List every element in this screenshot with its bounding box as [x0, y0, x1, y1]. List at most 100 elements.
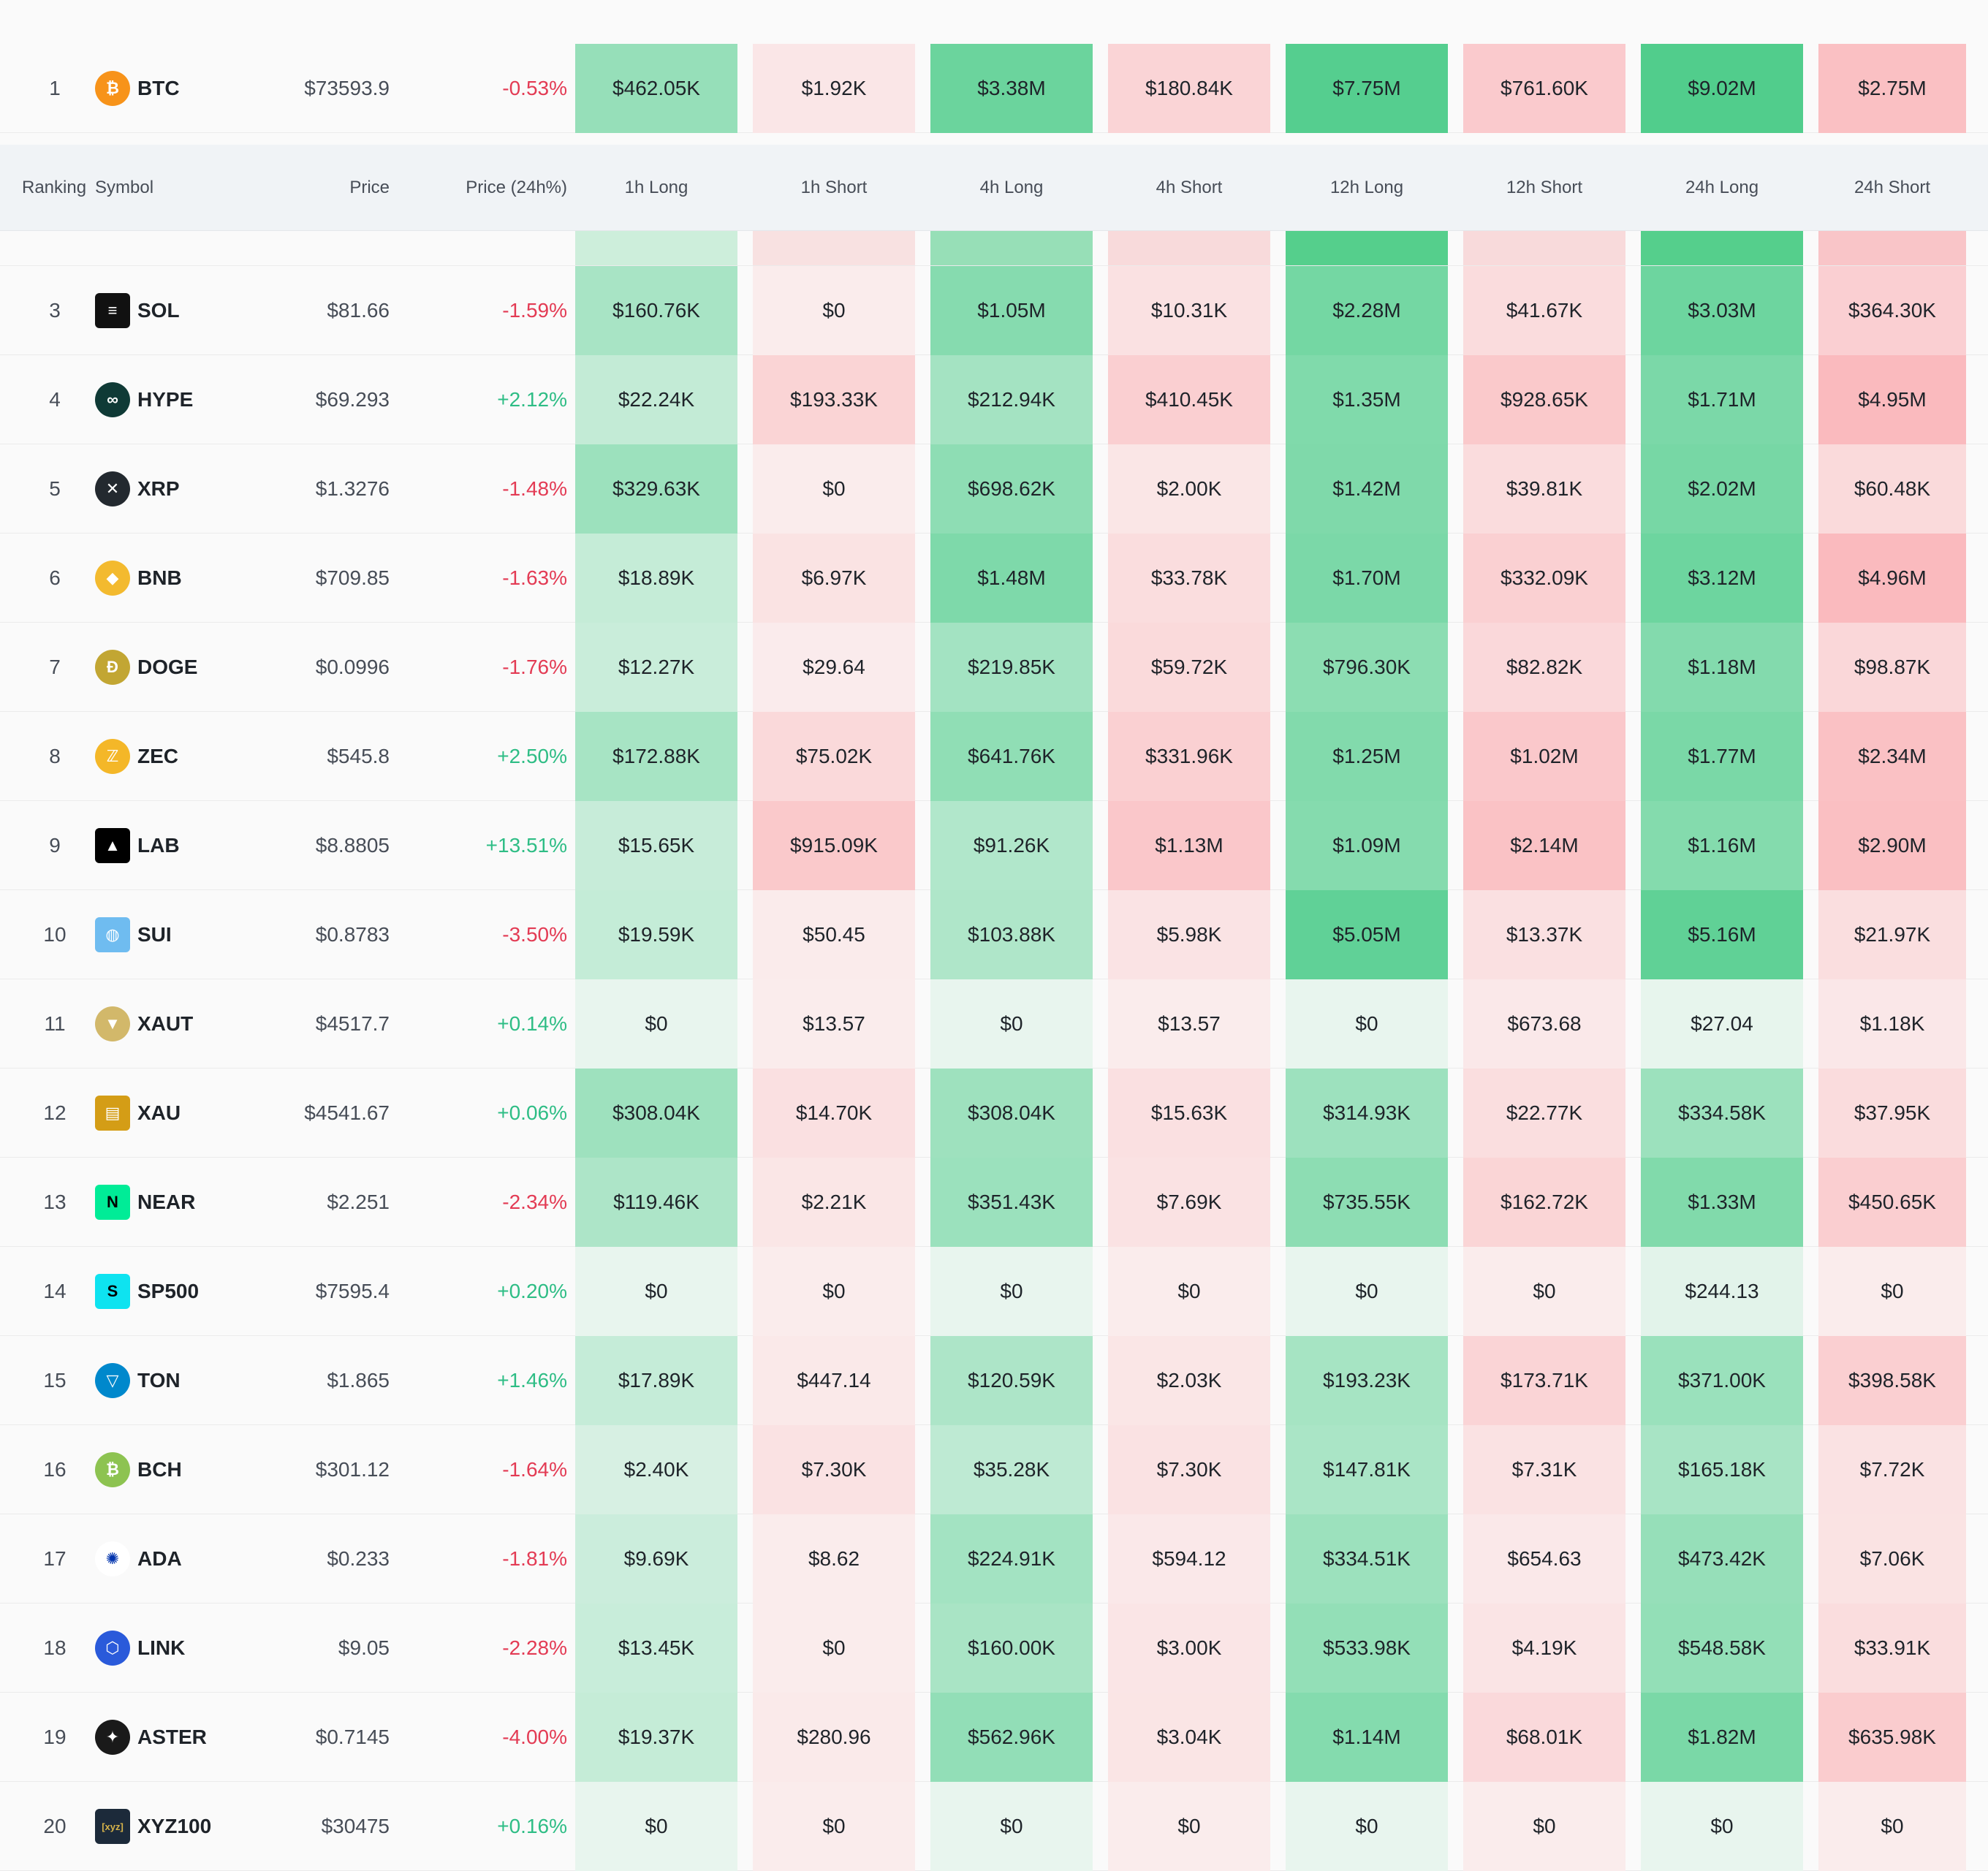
partial-cell [1641, 231, 1803, 265]
price-cell: $8.8805 [315, 834, 390, 857]
header-12h-long[interactable]: 12h Long [1329, 178, 1404, 197]
symbol-cell[interactable]: ◆ BNB [95, 534, 278, 623]
symbol-cell[interactable]: ∞ HYPE [95, 355, 278, 444]
table-row[interactable]: $19.37K $280.96 $562.96K $3.04K $1.14M $68.01… [0, 1693, 1988, 1782]
table-row[interactable]: $15.65K $915.09K $91.26K $1.13M $1.09M $2.14M… [0, 801, 1988, 890]
cell-24h-long: $334.58K [1641, 1069, 1803, 1158]
symbol-cell[interactable]: ₿ BTC [95, 44, 278, 133]
cell-24h-short: $2.75M [1818, 44, 1966, 133]
cell-12h-short: $654.63 [1463, 1514, 1625, 1604]
partial-cell [575, 231, 737, 265]
price-cell: $301.12 [315, 1458, 390, 1481]
table-row[interactable]: $2.40K $7.30K $35.28K $7.30K $147.81K $7.31K $… [0, 1425, 1988, 1514]
symbol-cell[interactable]: ◍ SUI [95, 890, 278, 979]
cell-12h-short: $673.68 [1463, 979, 1625, 1069]
table-row[interactable]: $160.76K $0 $1.05M $10.31K $2.28M $41.67K $3.0… [0, 266, 1988, 355]
cell-12h-long: $1.09M [1286, 801, 1448, 890]
table-row[interactable]: $462.05K $1.92K $3.38M $180.84K $7.75M $761.6… [0, 44, 1988, 133]
cell-12h-long: $314.93K [1286, 1069, 1448, 1158]
cell-4h-long: $1.05M [930, 266, 1093, 355]
cell-24h-short: $450.65K [1818, 1158, 1966, 1247]
sui-logo-icon: ◍ [95, 917, 130, 952]
partial-cell [930, 231, 1093, 265]
header-price[interactable]: Price [349, 178, 390, 197]
price-cell: $81.66 [327, 299, 390, 322]
table-row[interactable]: $308.04K $14.70K $308.04K $15.63K $314.93K $2… [0, 1069, 1988, 1158]
cell-24h-long: $3.03M [1641, 266, 1803, 355]
symbol-cell[interactable]: ▲ LAB [95, 801, 278, 890]
symbol-cell[interactable]: ≡ SOL [95, 266, 278, 355]
cell-24h-short: $364.30K [1818, 266, 1966, 355]
table-row[interactable]: $13.45K $0 $160.00K $3.00K $533.98K $4.19K $54… [0, 1604, 1988, 1693]
cell-1h-long: $119.46K [575, 1158, 737, 1247]
partial-cell [1818, 231, 1966, 265]
table-header: Ranking Symbol Price Price (24h%) 1h Lon… [0, 145, 1988, 231]
cell-1h-long: $0 [575, 1247, 737, 1336]
cell-24h-long: $1.82M [1641, 1693, 1803, 1782]
symbol-cell[interactable]: ℤ ZEC [95, 712, 278, 801]
header-24h-short[interactable]: 24h Short [1854, 178, 1931, 197]
cell-12h-short: $173.71K [1463, 1336, 1625, 1425]
cell-12h-short: $2.14M [1463, 801, 1625, 890]
header-symbol[interactable]: Symbol [95, 178, 154, 197]
symbol-label: XRP [137, 477, 180, 500]
symbol-cell[interactable]: ✕ XRP [95, 444, 278, 534]
table-row[interactable]: $18.89K $6.97K $1.48M $33.78K $1.70M $332.09K… [0, 534, 1988, 623]
header-4h-long[interactable]: 4h Long [979, 178, 1044, 197]
table-row[interactable]: $17.89K $447.14 $120.59K $2.03K $193.23K $173… [0, 1336, 1988, 1425]
ranking-cell: 9 [49, 834, 61, 857]
hype-logo-icon: ∞ [95, 382, 130, 417]
symbol-label: HYPE [137, 388, 194, 411]
table-row[interactable]: $329.63K $0 $698.62K $2.00K $1.42M $39.81K $2.… [0, 444, 1988, 534]
cell-24h-long: $3.12M [1641, 534, 1803, 623]
table-row[interactable]: $9.69K $8.62 $224.91K $594.12 $334.51K $654.6… [0, 1514, 1988, 1604]
cell-1h-short: $8.62 [753, 1514, 915, 1604]
symbol-cell[interactable]: ₿ BCH [95, 1425, 278, 1514]
cell-24h-short: $7.72K [1818, 1425, 1966, 1514]
header-12h-short[interactable]: 12h Short [1506, 178, 1583, 197]
table-row[interactable]: $0 $0 $0 $0 $0 $0 $0 $0 20 [xyz] XYZ100 $30475 +0.16… [0, 1782, 1988, 1871]
table-row[interactable]: $172.88K $75.02K $641.76K $331.96K $1.25M $1.… [0, 712, 1988, 801]
cell-12h-long: $2.28M [1286, 266, 1448, 355]
symbol-cell[interactable]: [xyz] XYZ100 [95, 1782, 278, 1871]
cell-12h-short: $0 [1463, 1247, 1625, 1336]
header-1h-long[interactable]: 1h Long [624, 178, 688, 197]
table-row[interactable]: $22.24K $193.33K $212.94K $410.45K $1.35M $92… [0, 355, 1988, 444]
symbol-cell[interactable]: ✦ ASTER [95, 1693, 278, 1782]
header-price-change[interactable]: Price (24h%) [466, 178, 567, 197]
ranking-cell: 12 [43, 1101, 67, 1124]
header-ranking[interactable]: Ranking [22, 178, 87, 197]
symbol-cell[interactable]: ▤ XAU [95, 1069, 278, 1158]
symbol-label: ZEC [137, 745, 178, 767]
table-row[interactable]: $119.46K $2.21K $351.43K $7.69K $735.55K $162… [0, 1158, 1988, 1247]
table-row[interactable]: $0 $13.57 $0 $13.57 $0 $673.68 $27.04 $1.18K 11 ▼… [0, 979, 1988, 1069]
cell-12h-short: $7.31K [1463, 1425, 1625, 1514]
symbol-cell[interactable]: ▼ XAUT [95, 979, 278, 1069]
cell-1h-long: $0 [575, 1782, 737, 1871]
cell-1h-long: $2.40K [575, 1425, 737, 1514]
symbol-cell[interactable]: Ð DOGE [95, 623, 278, 712]
symbol-cell[interactable]: ✺ ADA [95, 1514, 278, 1604]
symbol-cell[interactable]: ▽ TON [95, 1336, 278, 1425]
cell-4h-short: $10.31K [1108, 266, 1270, 355]
header-24h-long[interactable]: 24h Long [1685, 178, 1759, 197]
cell-12h-short: $41.67K [1463, 266, 1625, 355]
symbol-cell[interactable]: S SP500 [95, 1247, 278, 1336]
table-row[interactable]: $12.27K $29.64 $219.85K $59.72K $796.30K $82.… [0, 623, 1988, 712]
symbol-cell[interactable]: ⬡ LINK [95, 1604, 278, 1693]
cell-4h-long: $0 [930, 979, 1093, 1069]
cell-4h-long: $0 [930, 1247, 1093, 1336]
price-cell: $7595.4 [315, 1280, 390, 1302]
cell-1h-long: $462.05K [575, 44, 737, 133]
cell-4h-long: $103.88K [930, 890, 1093, 979]
price-cell: $9.05 [338, 1636, 390, 1659]
zec-logo-icon: ℤ [95, 739, 130, 774]
table-row[interactable]: $19.59K $50.45 $103.88K $5.98K $5.05M $13.37K… [0, 890, 1988, 979]
header-4h-short[interactable]: 4h Short [1156, 178, 1223, 197]
cell-1h-long: $15.65K [575, 801, 737, 890]
cell-24h-long: $9.02M [1641, 44, 1803, 133]
near-logo-icon: N [95, 1185, 130, 1220]
header-1h-short[interactable]: 1h Short [800, 178, 868, 197]
table-row[interactable]: $0 $0 $0 $0 $0 $0 $244.13 $0 14 S SP500 $7595.4 +0.2… [0, 1247, 1988, 1336]
symbol-cell[interactable]: N NEAR [95, 1158, 278, 1247]
